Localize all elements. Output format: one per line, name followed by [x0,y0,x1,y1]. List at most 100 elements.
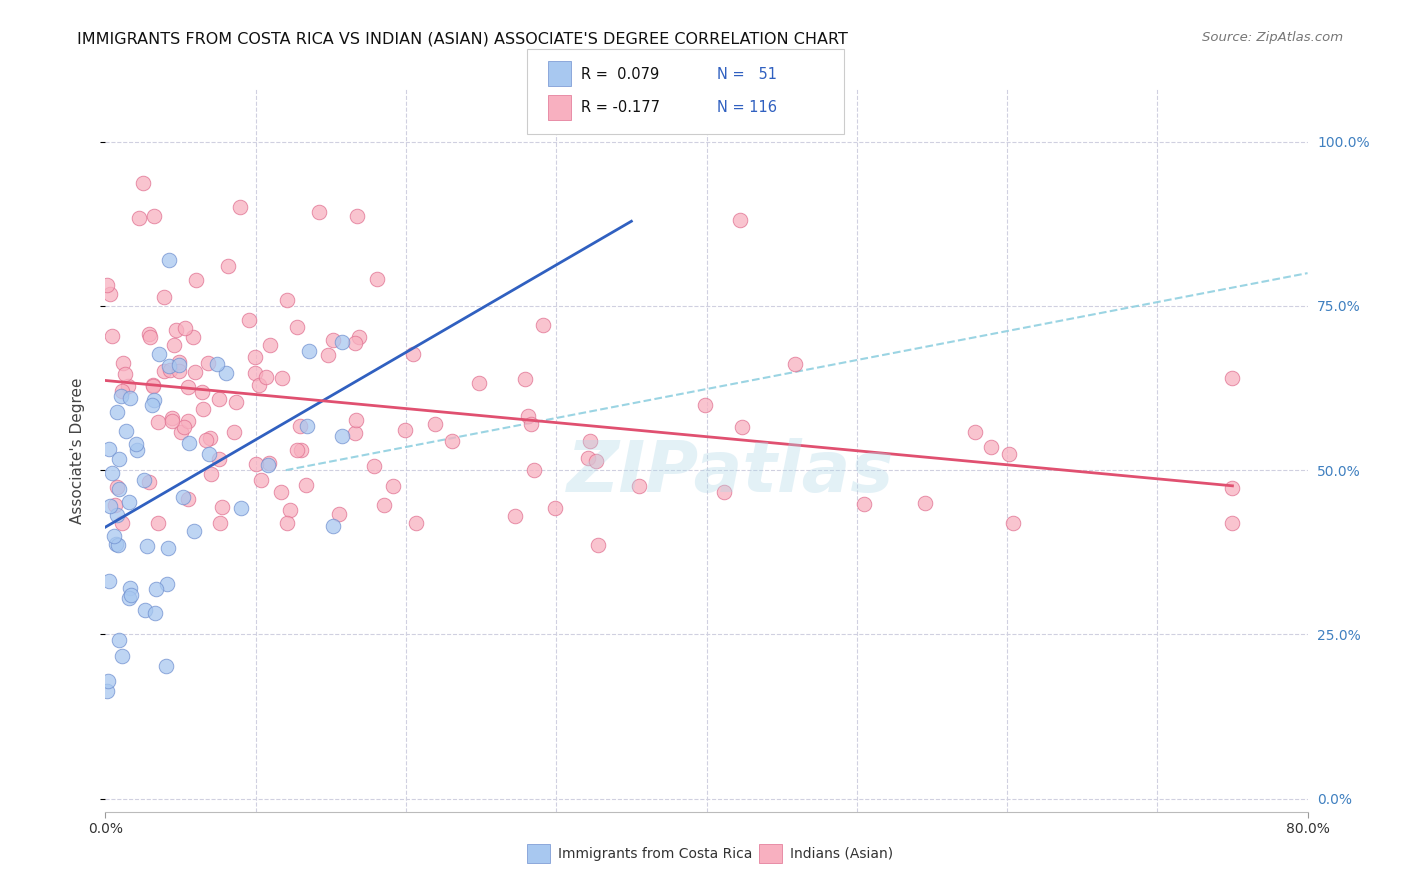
Point [316,349,339,363]
Point [1002,516,1025,530]
Point [278,502,301,516]
Point [346,209,368,223]
Point [142,378,165,392]
Point [181,330,204,344]
Point [349,330,371,344]
Point [176,492,198,507]
Point [98,574,121,588]
Point [105,405,128,419]
Point [177,380,200,394]
Point [330,429,353,443]
Point [290,418,312,433]
Point [243,350,266,364]
Point [200,467,222,482]
Point [110,388,132,402]
Point [256,458,278,473]
Point [322,518,344,533]
Point [143,210,166,224]
Point [138,475,160,489]
Point [588,538,610,552]
Point [250,473,273,487]
Point [295,419,318,434]
Point [107,538,129,552]
Point [103,529,125,543]
Point [228,201,250,215]
Point [579,434,602,449]
Point [104,498,127,512]
Point [276,293,298,307]
Text: Immigrants from Costa Rica: Immigrants from Costa Rica [558,847,752,861]
Point [693,398,716,412]
Point [1222,481,1244,495]
Point [295,478,318,492]
Point [148,415,170,429]
Point [172,490,194,504]
Point [254,370,277,384]
Point [111,516,134,530]
Point [852,497,875,511]
Point [110,648,132,663]
Point [405,516,427,530]
Point [222,425,245,439]
Point [155,659,177,673]
Point [96,278,118,293]
Point [139,330,162,344]
Point [111,384,134,398]
Point [173,419,195,434]
Point [114,424,136,438]
Point [156,576,179,591]
Text: N =   51: N = 51 [717,68,778,82]
Point [343,336,366,351]
Point [159,363,181,377]
Point [322,333,344,347]
Point [627,478,650,492]
Point [523,462,546,476]
Point [105,508,128,523]
Point [191,402,214,417]
Point [585,454,607,468]
Point [259,338,281,352]
Point [112,356,135,370]
Point [330,334,353,349]
Point [270,485,292,500]
Text: Source: ZipAtlas.com: Source: ZipAtlas.com [1202,31,1343,45]
Point [173,320,195,334]
Point [513,372,536,386]
Point [207,452,229,467]
Point [167,355,190,369]
Point [730,419,752,434]
Point [245,366,267,380]
Point [105,480,128,494]
Text: R =  0.079: R = 0.079 [581,68,659,82]
Point [402,346,425,360]
Point [231,501,253,516]
Point [156,541,179,555]
Point [366,272,388,286]
Point [783,358,806,372]
Point [118,392,141,406]
Point [517,409,540,423]
Point [247,377,270,392]
Point [285,320,308,334]
Point [343,426,366,441]
Point [97,442,120,456]
Point [104,537,127,551]
Point [108,482,131,496]
Point [143,393,166,408]
Point [211,500,233,514]
Point [208,516,231,530]
Point [225,395,247,409]
Point [184,273,207,287]
Point [114,367,136,381]
Point [125,437,148,451]
Point [167,358,190,372]
Point [441,434,464,448]
Point [118,495,141,509]
Point [373,498,395,512]
Point [576,451,599,466]
Point [128,211,150,226]
Point [713,484,735,499]
Point [118,591,141,605]
Point [215,366,238,380]
Point [148,516,170,530]
